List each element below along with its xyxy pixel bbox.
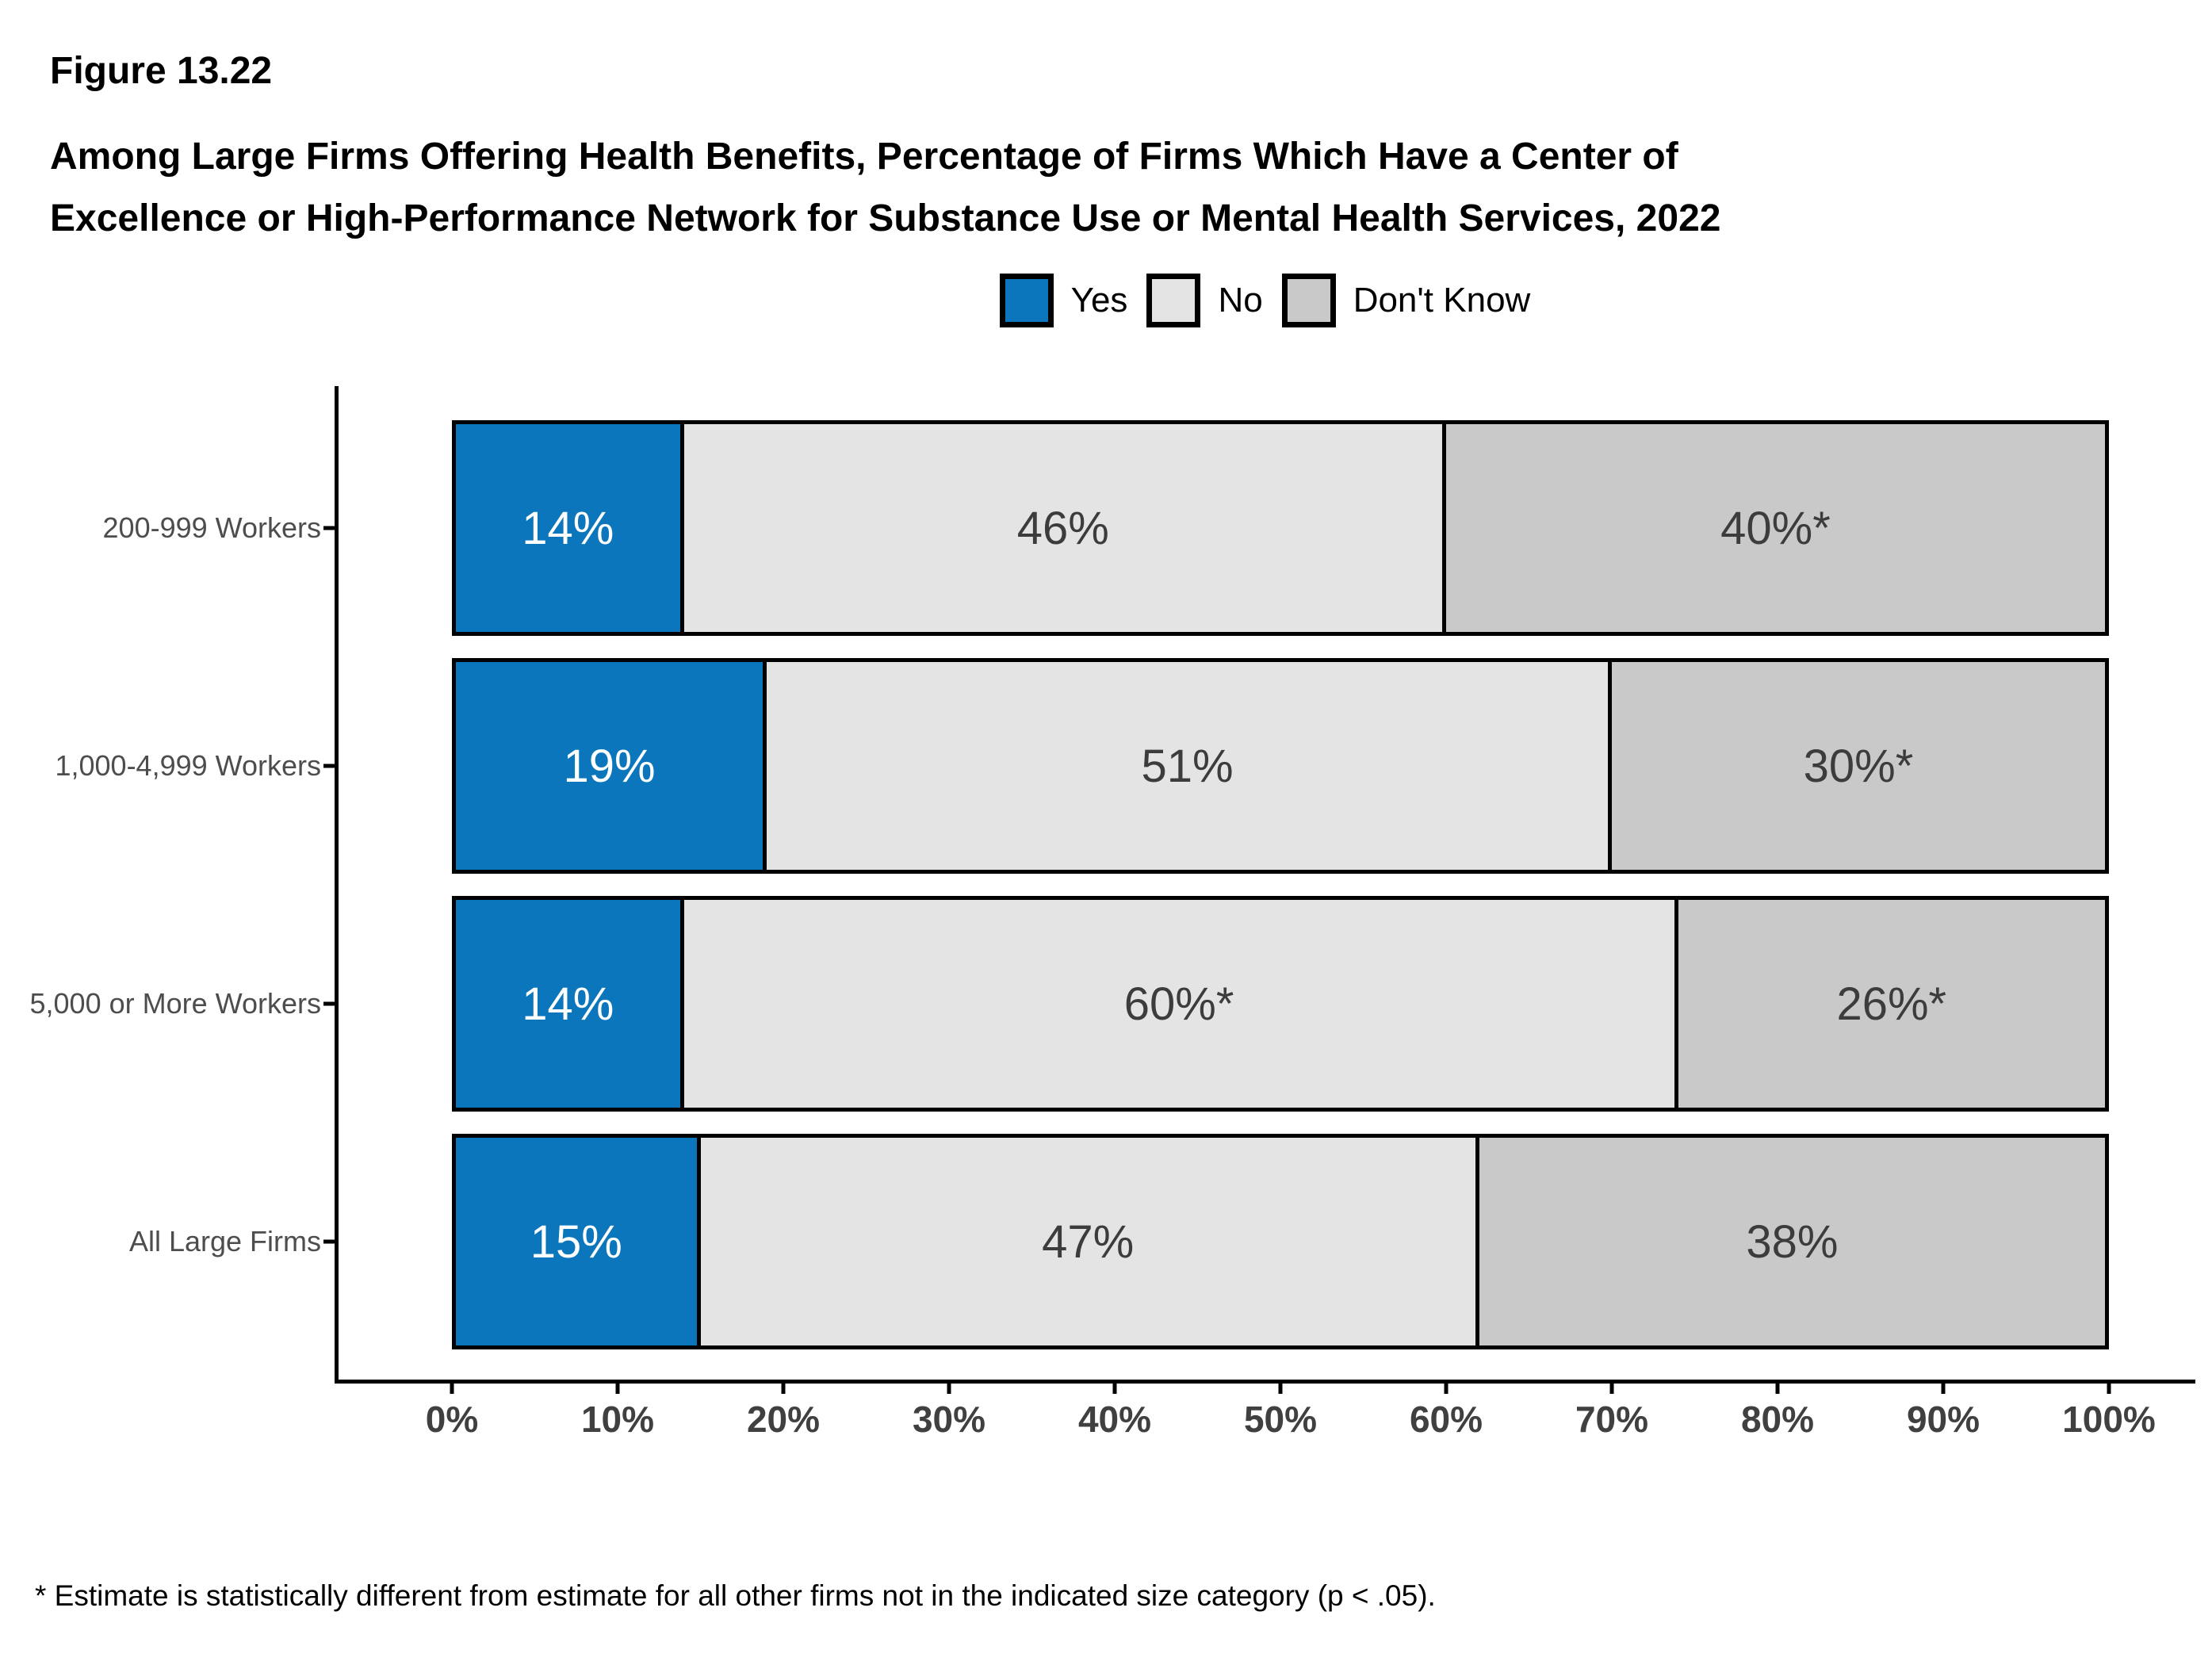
bar-segment-yes: 19%	[452, 658, 767, 874]
y-axis-tick	[323, 764, 335, 768]
x-axis-tick	[1609, 1384, 1614, 1394]
x-axis-tick-label: 40%	[1077, 1399, 1152, 1440]
legend-label: No	[1218, 281, 1263, 320]
bars-region: 14% 46% 40%* 19% 51% 30%* 14% 60%* 26%* 15% 47% 38%	[452, 420, 2109, 1349]
footnote-significance: * Estimate is statistically different fr…	[35, 1579, 1436, 1612]
y-axis-label: 1,000-4,999 Workers	[55, 749, 321, 782]
x-axis-tick-label: 10%	[580, 1399, 655, 1440]
x-axis-tick-label: 20%	[746, 1399, 821, 1440]
x-axis-tick	[947, 1384, 951, 1394]
x-axis-tick-label: 50%	[1243, 1399, 1318, 1440]
x-axis-tick	[450, 1384, 454, 1394]
legend-item-don-t-know: Don't Know	[1281, 274, 1531, 327]
bar-row: 14% 60%* 26%*	[452, 896, 2109, 1112]
bar-value-label: 26%*	[1836, 978, 1947, 1030]
bar-segment-yes: 14%	[452, 896, 684, 1112]
x-axis-tick-label: 80%	[1740, 1399, 1815, 1440]
bar-segment-yes: 14%	[452, 420, 684, 636]
x-axis-tick	[615, 1384, 620, 1394]
figure-number: Figure 13.22	[50, 50, 273, 92]
figure-title-line2: Excellence or High-Performance Network f…	[50, 197, 1721, 239]
x-axis-tick-label: 90%	[1906, 1399, 1980, 1440]
x-axis-tick	[1941, 1384, 1946, 1394]
x-axis-tick	[781, 1384, 786, 1394]
bar-segment-yes: 15%	[452, 1134, 701, 1349]
y-axis-labels: 200-999 Workers 1,000-4,999 Workers 5,000 …	[0, 386, 321, 1384]
x-axis-tick	[1775, 1384, 1780, 1394]
legend-swatch-icon	[1146, 274, 1201, 327]
figure-title-line1: Among Large Firms Offering Health Benefi…	[50, 136, 1678, 178]
bar-value-label: 47%	[1042, 1215, 1135, 1268]
y-axis-label: 5,000 or More Workers	[29, 987, 321, 1020]
x-axis-tick	[1112, 1384, 1117, 1394]
y-axis-label: All Large Firms	[128, 1225, 321, 1257]
bar-segment-no: 51%	[767, 658, 1612, 874]
bar-segment-no: 60%*	[683, 896, 1678, 1112]
x-axis-tick-label: 70%	[1575, 1399, 1649, 1440]
x-axis-tick-label: 100%	[2062, 1399, 2156, 1440]
bar-row: 19% 51% 30%*	[452, 658, 2109, 874]
x-axis-tick	[2107, 1384, 2111, 1394]
y-axis-tick	[323, 526, 335, 530]
bar-value-label: 51%	[1141, 740, 1234, 792]
bar-value-label: 60%*	[1123, 978, 1234, 1030]
bar-value-label: 19%	[563, 740, 656, 792]
plot-panel: 14% 46% 40%* 19% 51% 30%* 14% 60%* 26%* 15% 47% 38%…	[323, 386, 2195, 1440]
bar-row: 14% 46% 40%*	[452, 420, 2109, 636]
x-axis-tick-label: 60%	[1409, 1399, 1483, 1440]
bar-segment-no: 47%	[700, 1134, 1479, 1349]
x-axis-tick-label: 0%	[425, 1399, 479, 1440]
bar-value-label: 38%	[1746, 1215, 1839, 1268]
bar-row: 15% 47% 38%	[452, 1134, 2109, 1349]
y-axis-tick	[323, 1001, 335, 1006]
bar-value-label: 14%	[522, 502, 614, 554]
bar-segment-don-t-know: 30%*	[1611, 658, 2109, 874]
bar-value-label: 15%	[530, 1215, 622, 1268]
bar-segment-no: 46%	[683, 420, 1446, 636]
bar-value-label: 46%	[1016, 502, 1109, 554]
bar-value-label: 40%*	[1720, 502, 1831, 554]
legend: Yes No Don't Know	[335, 273, 2195, 328]
bar-segment-don-t-know: 26%*	[1678, 896, 2109, 1112]
x-axis-tick	[1444, 1384, 1449, 1394]
legend-swatch-icon	[1281, 274, 1336, 327]
footnotes: * Estimate is statistically different fr…	[35, 1491, 2176, 1665]
header: Figure 13.22 Among Large Firms Offering …	[50, 49, 2151, 250]
legend-label: Yes	[1070, 281, 1128, 320]
bar-segment-don-t-know: 38%	[1479, 1134, 2109, 1349]
bar-value-label: 14%	[522, 978, 614, 1030]
y-axis-tick	[323, 1239, 335, 1244]
x-axis-tick	[1278, 1384, 1283, 1394]
legend-swatch-icon	[999, 274, 1054, 327]
bar-segment-don-t-know: 40%*	[1445, 420, 2109, 636]
legend-item-no: No	[1146, 274, 1263, 327]
y-axis-label: 200-999 Workers	[102, 511, 321, 544]
bar-value-label: 30%*	[1803, 740, 1914, 792]
legend-label: Don't Know	[1353, 281, 1531, 320]
x-axis-tick-label: 30%	[912, 1399, 986, 1440]
legend-item-yes: Yes	[999, 274, 1128, 327]
